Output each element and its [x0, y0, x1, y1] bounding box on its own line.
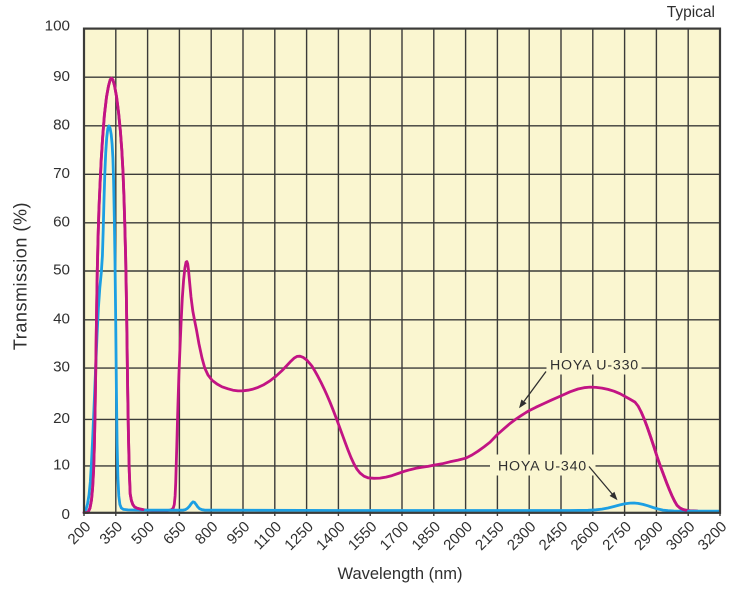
- svg-text:20: 20: [53, 410, 70, 427]
- svg-text:100: 100: [45, 18, 70, 35]
- svg-text:30: 30: [53, 359, 70, 376]
- svg-text:90: 90: [53, 68, 70, 85]
- svg-text:HOYA U-330: HOYA U-330: [550, 358, 639, 374]
- svg-text:60: 60: [53, 213, 70, 230]
- svg-text:Typical: Typical: [667, 4, 715, 21]
- svg-text:40: 40: [53, 310, 70, 327]
- svg-text:Transmission (%): Transmission (%): [11, 202, 31, 350]
- svg-text:70: 70: [53, 165, 70, 182]
- svg-text:Wavelength (nm): Wavelength (nm): [337, 565, 462, 583]
- svg-text:10: 10: [53, 457, 70, 474]
- svg-text:50: 50: [53, 262, 70, 279]
- svg-text:0: 0: [62, 506, 70, 523]
- svg-text:80: 80: [53, 116, 70, 133]
- svg-text:HOYA U-340: HOYA U-340: [498, 459, 587, 475]
